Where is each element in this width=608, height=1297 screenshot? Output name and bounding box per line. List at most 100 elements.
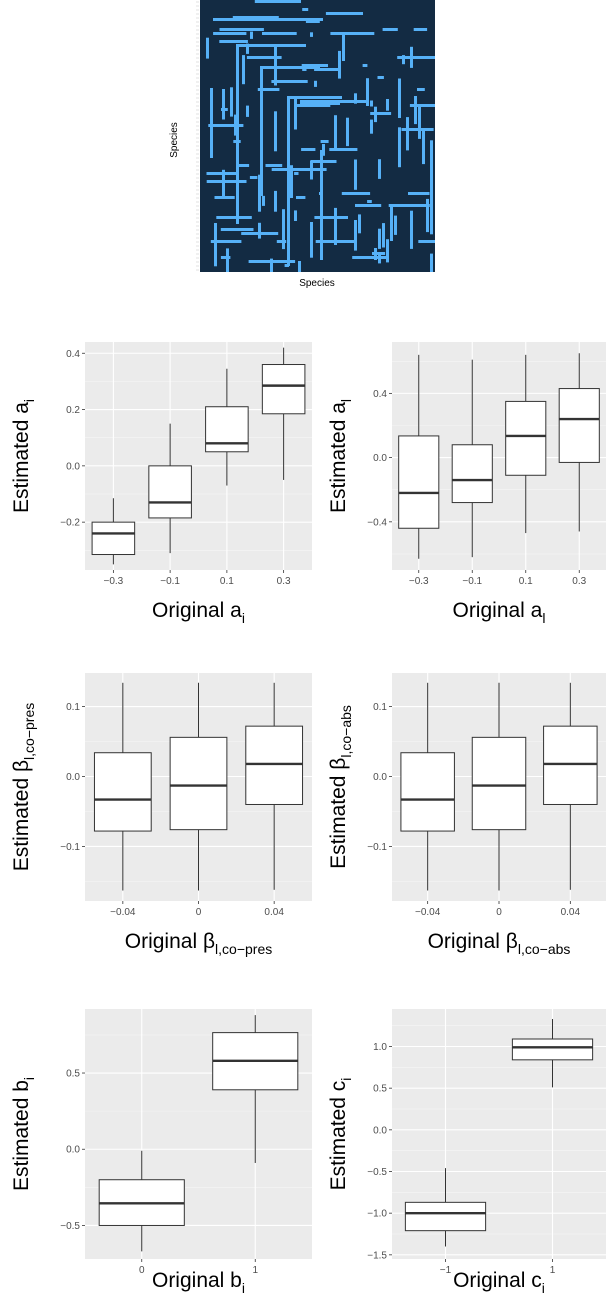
x-axis-title: Original βl,co−abs [428, 930, 571, 957]
x-axis-title: Original bi [152, 1269, 245, 1296]
heatmap-cell [330, 32, 375, 35]
x-axis-title-subscript: i [542, 1280, 545, 1296]
heatmap-cell [236, 44, 239, 224]
heatmap-cell [287, 96, 342, 99]
heatmap-cell [234, 114, 237, 136]
box-iqr [91, 521, 136, 556]
heatmap-cell [290, 165, 293, 198]
box-iqr [543, 725, 598, 805]
box-2 [169, 682, 228, 891]
y-axis-title-subscript: i [21, 399, 37, 402]
x-tick-label: 1 [550, 1265, 556, 1276]
heatmap-cell [262, 32, 297, 35]
heatmap-cell [220, 228, 254, 231]
heatmap-cell [300, 100, 340, 105]
heatmap-cell [260, 66, 320, 69]
y-axis-title: Estimated al [327, 399, 354, 513]
heatmap-cell [342, 32, 345, 61]
heatmap-cell [409, 104, 435, 107]
heatmap-cell [310, 32, 313, 37]
heatmap-cell [236, 164, 250, 167]
x-axis-title: Original βl,co−pres [125, 930, 272, 957]
heatmap-cell [294, 172, 299, 175]
heatmap-cell [320, 140, 329, 143]
box-2 [471, 682, 527, 891]
heatmap-cell [406, 117, 409, 151]
box-iqr [511, 1038, 594, 1061]
heatmap-cell [417, 88, 425, 91]
box-2 [148, 423, 192, 554]
heatmap-cell [276, 240, 287, 243]
y-tick-label: −0.1 [367, 842, 387, 853]
y-axis-title-main: Estimated b [10, 1080, 33, 1191]
x-tick-label: −0.04 [415, 907, 441, 918]
heatmap-cell [378, 232, 381, 249]
y-axis-title-main: Estimated β [10, 760, 33, 871]
x-axis-title: Original ci [453, 1269, 545, 1296]
box-3 [245, 682, 304, 890]
heatmap-cell [257, 88, 280, 91]
y-axis-title: Estimated ci [327, 1078, 354, 1191]
heatmap-cell [301, 64, 328, 67]
heatmap-cell [242, 55, 245, 85]
x-tick-label: 0 [139, 1265, 145, 1276]
heatmap-cell [370, 112, 392, 115]
heatmap-cell [246, 43, 249, 54]
box-1 [398, 354, 440, 559]
heatmap-cell [296, 196, 306, 199]
box-iqr [245, 725, 304, 805]
y-axis-title-main: Estimated β [327, 758, 350, 869]
heatmap-cell [430, 171, 433, 205]
heatmap-cell [258, 174, 261, 212]
heatmap-x-label: Species [299, 278, 335, 289]
box-1 [98, 1150, 185, 1252]
heatmap-cell [294, 210, 297, 221]
y-tick-label: 0.2 [66, 405, 80, 416]
heatmap-cell [422, 130, 425, 165]
x-axis-title-subscript: l,co−pres [215, 941, 272, 957]
box-4 [558, 353, 600, 532]
box-iqr [505, 400, 547, 476]
heatmap-cell [262, 195, 265, 206]
y-tick-label: 0.5 [373, 1084, 387, 1095]
heatmap-cell [325, 12, 363, 15]
x-axis-title-subscript: i [242, 1280, 245, 1296]
y-tick-label: −0.5 [60, 1221, 80, 1232]
y-tick-label: −0.4 [367, 517, 387, 528]
heatmap-cell [216, 216, 252, 219]
x-tick-label: −1 [440, 1265, 452, 1276]
x-tick-label: 0 [196, 907, 202, 918]
heatmap-cell [249, 176, 258, 179]
heatmap-cell [236, 44, 306, 47]
x-tick-label: 0.04 [561, 907, 581, 918]
heatmap-cell [206, 37, 209, 59]
heatmap-cell [354, 159, 357, 190]
heatmap-cell [352, 256, 389, 259]
heatmap-cell [374, 106, 377, 123]
heatmap-cell [366, 78, 369, 106]
heatmap-cell [402, 55, 405, 65]
heatmap-cell [246, 105, 249, 117]
x-tick-label: 0.1 [519, 576, 533, 587]
x-tick-label: −0.04 [110, 907, 136, 918]
heatmap-cell [219, 28, 264, 31]
y-tick-label: 0.1 [66, 702, 80, 713]
heatmap-cell [388, 204, 430, 207]
box-2 [511, 1019, 594, 1088]
x-axis-title-main: Original b [152, 1269, 242, 1292]
box-4 [261, 347, 306, 480]
heatmap-cell [334, 207, 337, 245]
box-2 [212, 1015, 299, 1163]
y-axis-title-subscript: l,co−pres [21, 703, 37, 760]
y-axis-title-subscript: i [338, 1078, 354, 1081]
y-tick-label: −1.5 [367, 1250, 387, 1261]
box-iqr [398, 435, 440, 529]
heatmap-cell [394, 215, 397, 235]
heatmap-cell [269, 0, 299, 3]
box-iqr [205, 406, 249, 453]
